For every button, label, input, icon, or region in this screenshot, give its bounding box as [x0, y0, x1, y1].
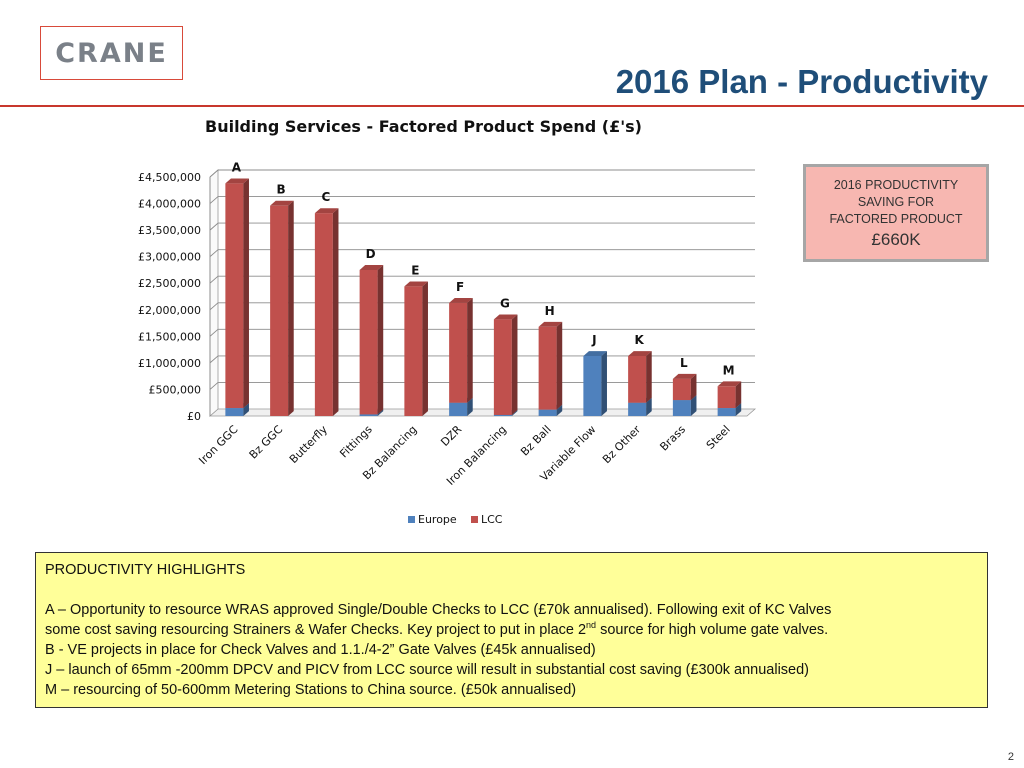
highlight-j: J – launch of 65mm -200mm DPCV and PICV …	[45, 660, 978, 680]
highlight-a-line2: some cost saving resourcing Strainers & …	[45, 620, 978, 640]
bar-letter-label: F	[456, 280, 464, 294]
highlights-heading: PRODUCTIVITY HIGHLIGHTS	[45, 560, 978, 580]
bar-lcc-side	[557, 322, 563, 410]
x-category-label: Bz Ball	[518, 423, 554, 459]
bar-lcc	[628, 356, 646, 403]
x-category-label: Steel	[704, 423, 733, 452]
title-divider	[0, 105, 1024, 107]
bar-letter-label: A	[232, 160, 242, 174]
bar-letter-label: D	[366, 247, 376, 261]
saving-amount: £660K	[806, 229, 986, 251]
highlights-spacer	[45, 580, 978, 600]
x-category-label: Bz Other	[600, 423, 644, 467]
spend-bar-chart: £0 £500,000 £1,000,000 £1,500,000 £2,000,000…	[0, 150, 800, 540]
y-tick-label: £0	[187, 410, 201, 423]
x-category-label: Bz GGC	[247, 423, 286, 462]
y-tick-label: £4,000,000	[138, 198, 201, 211]
bar-lcc	[673, 379, 691, 400]
bar-letter-label: L	[680, 356, 688, 370]
bar-lcc-side	[467, 298, 473, 403]
bar-europe	[628, 403, 646, 416]
saving-line-3: FACTORED PRODUCT	[806, 211, 986, 228]
bar-europe	[449, 403, 467, 416]
bar-lcc-side	[646, 351, 652, 403]
bar-lcc-side	[512, 314, 518, 415]
bar-letter-label: G	[500, 296, 510, 310]
y-tick-label: £1,000,000	[138, 357, 201, 370]
logo-text: CRANE	[55, 38, 168, 69]
productivity-highlights-box: PRODUCTIVITY HIGHLIGHTS A – Opportunity …	[35, 552, 988, 708]
saving-line-1: 2016 PRODUCTIVITY	[806, 177, 986, 194]
x-category-label: Brass	[657, 423, 688, 454]
bar-europe	[718, 408, 736, 416]
y-tick-label: £2,000,000	[138, 304, 201, 317]
bar-lcc-side	[288, 201, 294, 416]
bar-europe	[225, 408, 243, 416]
bar-lcc	[539, 327, 557, 410]
bar-lcc	[718, 386, 736, 408]
legend-swatch-lcc	[471, 516, 478, 523]
bar-europe	[360, 414, 378, 416]
bar-lcc-side	[378, 265, 384, 414]
bar-lcc-side	[422, 282, 428, 416]
x-category-label: Butterfly	[287, 423, 330, 466]
bar-europe-side	[601, 351, 607, 416]
bar-lcc-side	[333, 208, 339, 416]
y-tick-label: £500,000	[149, 383, 202, 396]
chart-title: Building Services - Factored Product Spe…	[205, 117, 642, 136]
bar-letter-label: J	[591, 333, 596, 347]
bar-letter-label: K	[634, 333, 644, 347]
x-category-label: Fittings	[337, 423, 375, 461]
bar-lcc	[315, 213, 333, 416]
x-category-label: Iron GGC	[196, 423, 240, 467]
bar-europe	[494, 415, 512, 416]
saving-line-2: SAVING FOR	[806, 194, 986, 211]
bar-letter-label: H	[545, 304, 555, 318]
bar-lcc	[360, 270, 378, 414]
gridline	[210, 170, 755, 177]
highlight-a-line2-sup: nd	[586, 620, 596, 630]
x-category-label: DZR	[438, 423, 464, 449]
bar-letter-label: E	[411, 263, 419, 277]
bar-lcc	[404, 286, 422, 416]
bar-lcc	[449, 303, 467, 403]
bar-europe	[539, 410, 557, 416]
highlight-m: M – resourcing of 50-600mm Metering Stat…	[45, 680, 978, 700]
bar-lcc	[270, 206, 288, 416]
bar-letter-label: B	[277, 183, 286, 197]
page-title: 2016 Plan - Productivity	[616, 63, 988, 101]
bar-europe	[583, 356, 601, 416]
y-tick-label: £3,000,000	[138, 251, 201, 264]
highlight-a-line2-post: source for high volume gate valves.	[596, 622, 828, 638]
productivity-saving-callout: 2016 PRODUCTIVITY SAVING FOR FACTORED PR…	[803, 164, 989, 262]
legend-swatch-europe	[408, 516, 415, 523]
highlight-a-line1: A – Opportunity to resource WRAS approve…	[45, 600, 978, 620]
bar-lcc	[225, 183, 243, 408]
chart-side-wall	[210, 170, 218, 416]
highlight-b: B - VE projects in place for Check Valve…	[45, 640, 978, 660]
bar-europe	[673, 400, 691, 416]
crane-logo: CRANE	[40, 26, 183, 80]
bar-letter-label: M	[723, 363, 735, 377]
legend-label-lcc: LCC	[481, 513, 503, 526]
y-tick-label: £3,500,000	[138, 224, 201, 237]
y-tick-label: £1,500,000	[138, 330, 201, 343]
bar-lcc	[494, 319, 512, 415]
page-number: 2	[1008, 751, 1014, 763]
y-tick-label: £2,500,000	[138, 277, 201, 290]
y-tick-label: £4,500,000	[138, 171, 201, 184]
legend-label-europe: Europe	[418, 513, 457, 526]
highlight-a-line2-pre: some cost saving resourcing Strainers & …	[45, 622, 586, 638]
bar-lcc-side	[243, 178, 249, 408]
bar-letter-label: C	[321, 190, 330, 204]
